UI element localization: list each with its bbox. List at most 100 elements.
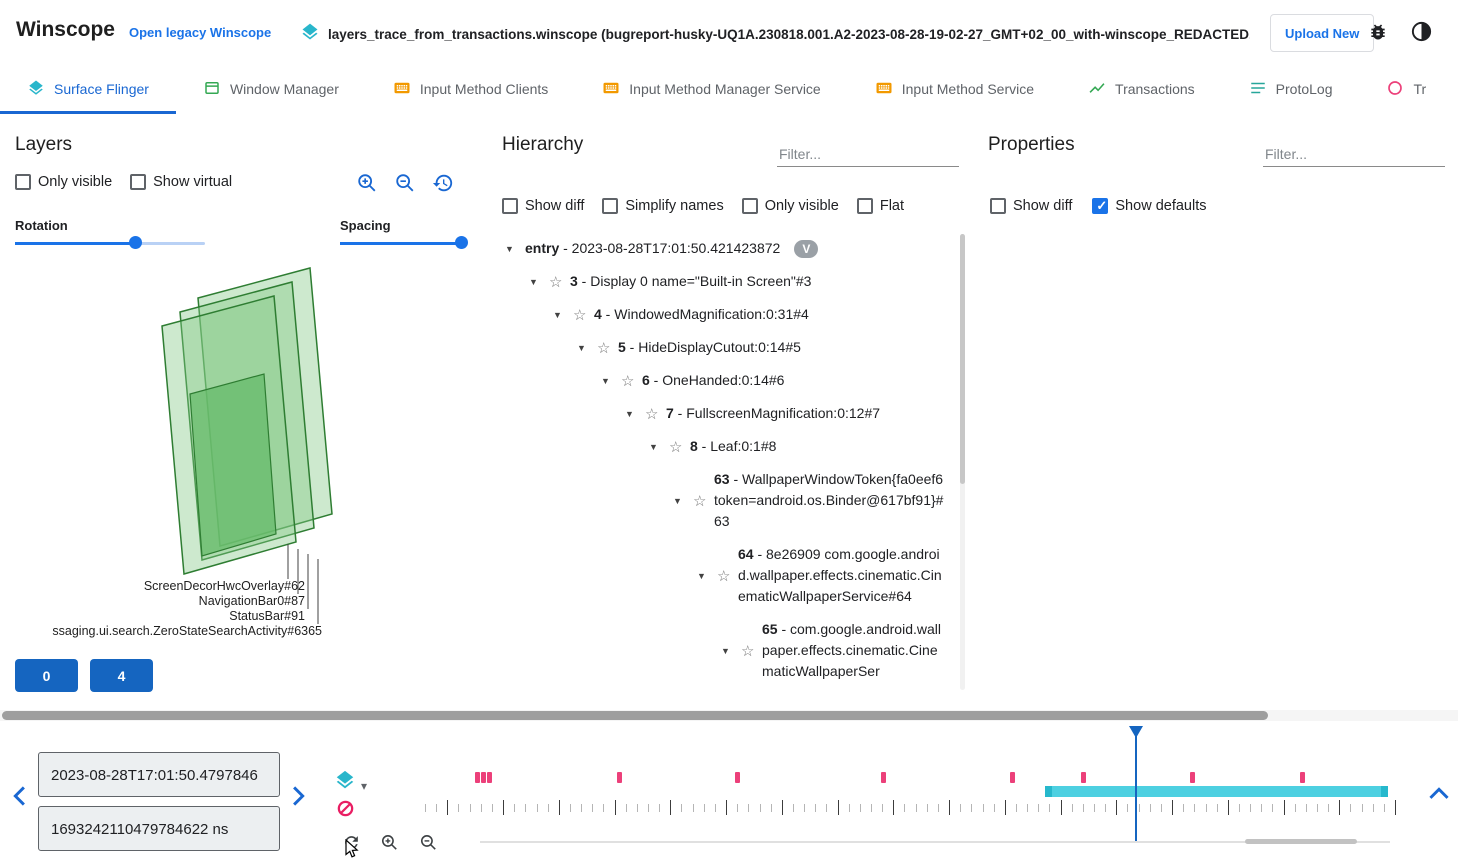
show-diff-checkbox[interactable]: Show diff bbox=[990, 198, 1072, 214]
star-icon[interactable]: ☆ bbox=[669, 438, 683, 456]
display-button-0[interactable]: 0 bbox=[15, 659, 78, 692]
reset-view-icon[interactable] bbox=[432, 172, 454, 199]
tab-transactions[interactable]: Transactions bbox=[1061, 64, 1222, 114]
scrollbar-thumb[interactable] bbox=[960, 234, 965, 484]
human-timestamp-field[interactable]: 2023-08-28T17:01:50.4797846 bbox=[38, 752, 280, 797]
hierarchy-filter-input[interactable] bbox=[777, 142, 959, 167]
slider-thumb[interactable] bbox=[454, 236, 468, 249]
checkbox-icon[interactable] bbox=[602, 198, 619, 214]
show-diff-checkbox[interactable]: Show diff bbox=[502, 198, 584, 214]
zoom-in-icon[interactable] bbox=[356, 172, 378, 199]
tree-node[interactable]: ▼ ☆ 7 - FullscreenMagnification:0:12#7 bbox=[505, 397, 945, 430]
hierarchy-scrollbar[interactable] bbox=[960, 234, 965, 690]
star-icon[interactable]: ☆ bbox=[741, 642, 755, 660]
highlighted-layer[interactable] bbox=[189, 373, 277, 557]
event-marker[interactable] bbox=[487, 772, 493, 783]
star-icon[interactable]: ☆ bbox=[621, 372, 635, 390]
timeline-canvas[interactable] bbox=[420, 721, 1397, 860]
tree-node[interactable]: ▼ ☆ 64 - 8e26909 com.google.android.wallpa… bbox=[505, 538, 945, 613]
timeline-mini-scrollbar-track[interactable] bbox=[480, 841, 1390, 843]
bug-report-icon[interactable] bbox=[1368, 22, 1388, 47]
show-virtual-checkbox[interactable]: Show virtual bbox=[130, 174, 232, 190]
checkbox-icon[interactable] bbox=[502, 198, 518, 214]
flat-checkbox[interactable]: Flat bbox=[856, 198, 904, 214]
chevron-down-icon[interactable]: ▾ bbox=[361, 779, 368, 793]
event-marker[interactable] bbox=[1190, 772, 1196, 783]
rotation-slider[interactable] bbox=[15, 236, 205, 250]
event-marker[interactable] bbox=[1300, 772, 1306, 783]
checkbox-icon[interactable] bbox=[741, 198, 758, 214]
checkbox-icon[interactable] bbox=[990, 198, 1006, 214]
zoom-out-icon[interactable] bbox=[394, 172, 416, 199]
dark-mode-toggle-icon[interactable] bbox=[1410, 20, 1433, 48]
tree-node[interactable]: ▼ ☆ 5 - HideDisplayCutout:0:14#5 bbox=[505, 331, 945, 364]
simplify-names-checkbox[interactable]: Simplify names bbox=[602, 198, 724, 214]
chevron-down-icon[interactable]: ▼ bbox=[697, 570, 706, 581]
zoom-in-icon[interactable] bbox=[380, 833, 399, 857]
star-icon[interactable]: ☆ bbox=[693, 492, 707, 510]
show-defaults-checkbox[interactable]: Show defaults bbox=[1092, 198, 1206, 214]
timeline-mini-scrollbar-thumb[interactable] bbox=[1245, 839, 1357, 844]
layers-3d-view[interactable] bbox=[0, 254, 487, 654]
star-icon[interactable]: ☆ bbox=[549, 273, 563, 291]
previous-entry-chevron-icon[interactable] bbox=[10, 785, 28, 812]
main-horizontal-scrollbar[interactable] bbox=[0, 710, 1458, 721]
reset-zoom-icon[interactable] bbox=[342, 833, 361, 857]
tree-node[interactable]: ▼ ☆ 63 - WallpaperWindowToken{fa0eef6 toke… bbox=[505, 463, 945, 538]
transactions-trace-icon[interactable] bbox=[336, 799, 355, 823]
only-visible-checkbox[interactable]: Only visible bbox=[15, 174, 112, 190]
tab-input-method-manager-service[interactable]: Input Method Manager Service bbox=[575, 64, 847, 114]
event-marker[interactable] bbox=[734, 772, 740, 783]
chevron-down-icon[interactable]: ▼ bbox=[673, 495, 682, 506]
spacing-slider[interactable] bbox=[340, 236, 468, 250]
star-icon[interactable]: ☆ bbox=[573, 306, 587, 324]
tree-node[interactable]: ▼ ☆ 3 - Display 0 name="Built-in Screen"#3 bbox=[505, 265, 945, 298]
tree-node[interactable]: ▼ ☆ 8 - Leaf:0:1#8 bbox=[505, 430, 945, 463]
chevron-down-icon[interactable]: ▼ bbox=[577, 342, 586, 353]
chevron-down-icon[interactable]: ▼ bbox=[505, 243, 514, 254]
event-marker[interactable] bbox=[481, 772, 487, 783]
tree-node[interactable]: ▼ ☆ 4 - WindowedMagnification:0:31#4 bbox=[505, 298, 945, 331]
chevron-down-icon[interactable]: ▼ bbox=[529, 276, 538, 287]
ns-timestamp-field[interactable]: 1693242110479784622 ns bbox=[38, 806, 280, 851]
event-marker[interactable] bbox=[1009, 772, 1015, 783]
tree-node[interactable]: ▼ entry - 2023-08-28T17:01:50.421423872 V bbox=[505, 232, 945, 265]
next-entry-chevron-icon[interactable] bbox=[290, 785, 308, 812]
only-visible-checkbox[interactable]: Only visible bbox=[741, 198, 839, 214]
tab-input-method-clients[interactable]: Input Method Clients bbox=[366, 64, 575, 114]
timeline-cursor[interactable] bbox=[1134, 726, 1137, 841]
star-icon[interactable]: ☆ bbox=[717, 567, 731, 585]
event-marker[interactable] bbox=[616, 772, 622, 783]
open-legacy-link[interactable]: Open legacy Winscope bbox=[129, 25, 272, 40]
timeline-cursor-handle[interactable] bbox=[1128, 726, 1143, 738]
layers-trace-icon[interactable] bbox=[334, 769, 356, 796]
chevron-down-icon[interactable]: ▼ bbox=[553, 309, 562, 320]
checkbox-icon[interactable] bbox=[130, 174, 147, 190]
tree-node[interactable]: ▼ ☆ 6 - OneHanded:0:14#6 bbox=[505, 364, 945, 397]
tree-node[interactable]: ▼ ☆ 65 - com.google.android.wallpaper.effe… bbox=[505, 613, 945, 688]
slider-thumb[interactable] bbox=[128, 236, 142, 249]
zoom-out-icon[interactable] bbox=[419, 833, 438, 857]
star-icon[interactable]: ☆ bbox=[597, 339, 611, 357]
chevron-down-icon[interactable]: ▼ bbox=[649, 441, 658, 452]
expand-timeline-chevron-icon[interactable] bbox=[1428, 785, 1450, 806]
tab-surface-flinger[interactable]: Surface Flinger bbox=[0, 64, 176, 114]
trace-segment-bar[interactable] bbox=[1044, 786, 1389, 797]
upload-new-button[interactable]: Upload New bbox=[1270, 14, 1375, 52]
star-icon[interactable]: ☆ bbox=[645, 405, 659, 423]
checkbox-icon[interactable] bbox=[15, 174, 31, 190]
chevron-down-icon[interactable]: ▼ bbox=[601, 375, 610, 386]
properties-filter-input[interactable] bbox=[1263, 142, 1445, 167]
scrollbar-thumb[interactable] bbox=[2, 711, 1268, 720]
tab-input-method-service[interactable]: Input Method Service bbox=[848, 64, 1061, 114]
checkbox-icon[interactable] bbox=[856, 198, 873, 214]
event-marker[interactable] bbox=[474, 772, 480, 783]
event-marker[interactable] bbox=[1081, 772, 1087, 783]
tab-protolog[interactable]: ProtoLog bbox=[1222, 64, 1360, 114]
chevron-down-icon[interactable]: ▼ bbox=[625, 408, 634, 419]
event-marker[interactable] bbox=[881, 772, 887, 783]
tab-window-manager[interactable]: Window Manager bbox=[176, 64, 366, 114]
tab-transitions[interactable]: Tr bbox=[1359, 64, 1453, 114]
chevron-down-icon[interactable]: ▼ bbox=[721, 645, 730, 656]
checkbox-icon[interactable] bbox=[1092, 198, 1109, 214]
